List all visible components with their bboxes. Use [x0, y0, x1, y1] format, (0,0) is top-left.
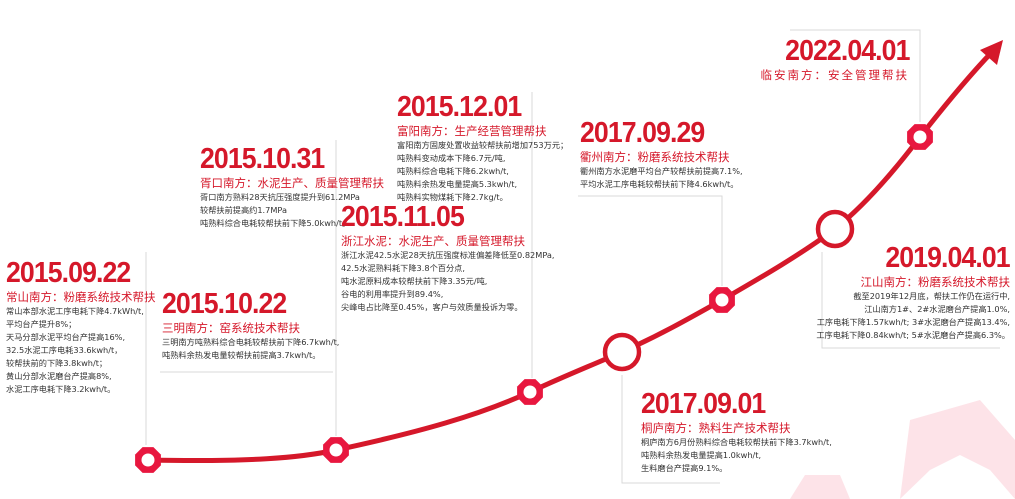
event-detail-line: 水泥工序电耗下降3.2kwh/t。 — [6, 384, 116, 394]
event-title: 富阳南方：生产经营管理帮扶 — [397, 124, 547, 138]
gear-hole — [913, 130, 927, 144]
circle-node-icon — [815, 209, 855, 249]
event-detail-line: 平均台产提升8%； — [6, 319, 77, 329]
event-detail-line: 吨熟料余热发电量提高1.0kwh/t, — [641, 450, 762, 460]
event-detail-line: 衢州南方水泥磨平均台产较帮扶前提高7.1%, — [580, 166, 743, 176]
event-details: 衢州南方水泥磨平均台产较帮扶前提高7.1%, 平均水泥工序电耗较帮扶前下降4.6k… — [580, 165, 743, 191]
event-detail-line: 截至2019年12月底，帮扶工作仍在运行中, — [853, 291, 1010, 301]
event-card: 2017.09.01 桐庐南方：熟料生产技术帮扶 桐庐南方6月份熟料综合电耗较帮… — [641, 389, 832, 475]
event-date: 2017.09.29 — [580, 117, 705, 149]
event-title: 胥口南方：水泥生产、质量管理帮扶 — [200, 176, 384, 190]
event-details: 桐庐南方6月份熟料综合电耗较帮扶前下降3.7kwh/t, 吨熟料余热发电量提高1.… — [641, 436, 832, 475]
event-date: 2015.12.01 — [397, 91, 522, 123]
event-detail-line: 吨熟料余热发电量较帮扶前提高3.7kwh/t。 — [162, 350, 321, 360]
event-date: 2015.11.05 — [341, 201, 465, 233]
event-detail-line: 吨熟料变动成本下降6.7元/吨, — [397, 153, 506, 163]
event-detail-line: 谷电的利用率提升到89.4%, — [341, 289, 444, 299]
event-title: 衢州南方：粉磨系统技术帮扶 — [580, 150, 730, 164]
timeline-nodes — [135, 124, 933, 473]
event-detail-line: 桐庐南方6月份熟料综合电耗较帮扶前下降3.7kwh/t, — [641, 437, 832, 447]
gear-hole — [523, 385, 537, 399]
event-detail-line: 平均水泥工序电耗较帮扶前下降4.6kwh/t。 — [580, 179, 739, 189]
event-detail-line: 吨熟料余热发电量提高5.3kwh/t, — [397, 179, 518, 189]
event-card: 2019.04.01 江山南方：粉磨系统技术帮扶 截至2019年12月底，帮扶工… — [816, 242, 1011, 342]
gear-hole — [715, 293, 729, 307]
event-detail-line: 富阳南方固废处置收益较帮扶前增加753万元； — [397, 140, 569, 150]
event-detail-line: 工序电耗下降0.84kwh/t; 5#水泥磨台产提高6.3%。 — [816, 330, 1010, 340]
arrow-head-icon — [980, 40, 1003, 65]
event-date: 2019.04.01 — [885, 242, 1011, 274]
event-card: 2015.09.22 常山南方：粉磨系统技术帮扶 常山本部水泥工序电耗下降4.7… — [6, 258, 156, 396]
connector-lines — [145, 29, 1000, 484]
event-detail-line: 胥口南方熟料28天抗压强度提升到61.2MPa — [200, 192, 360, 202]
event-detail-line: 吨熟料实物煤耗下降2.7kg/t。 — [397, 192, 508, 202]
event-date: 2015.09.22 — [6, 257, 131, 289]
event-details: 三明南方吨熟料综合电耗较帮扶前下降6.7kwh/t, 吨熟料余热发电量较帮扶前提高… — [162, 336, 339, 362]
event-title: 三明南方：窑系统技术帮扶 — [162, 321, 300, 335]
event-detail-line: 吨熟料综合电耗下降6.2kwh/t, — [397, 166, 509, 176]
event-detail-line: 天马分部水泥平均台产提高16%, — [6, 332, 126, 342]
event-card: 2015.12.01 富阳南方：生产经营管理帮扶 富阳南方固废处置收益较帮扶前增… — [397, 92, 568, 204]
event-detail-line: 生料磨台产提高9.1%。 — [641, 463, 728, 473]
event-details: 富阳南方固废处置收益较帮扶前增加753万元； 吨熟料变动成本下降6.7元/吨, 吨熟… — [397, 139, 568, 204]
event-details: 常山本部水泥工序电耗下降4.7kWh/t, 平均台产提升8%； 天马分部水泥平均台产… — [6, 305, 156, 396]
event-title: 桐庐南方：熟料生产技术帮扶 — [641, 421, 791, 435]
event-date: 2015.10.31 — [200, 143, 325, 175]
event-card: 2022.04.01 临安南方：安全管理帮扶 — [761, 36, 910, 83]
gear-hole — [329, 443, 343, 457]
event-detail-line: 浙江水泥42.5水泥28天抗压强度标准偏差降低至0.82MPa, — [341, 250, 555, 260]
event-detail-line: 黄山分部水泥磨台产提高8%, — [6, 371, 112, 381]
event-detail-line: 吨水泥原料成本较帮扶前下降3.35元/吨, — [341, 276, 488, 286]
event-detail-line: 42.5水泥熟料耗下降3.8个百分点, — [341, 263, 465, 273]
event-detail-line: 较帮扶前的下降3.8kwh/t； — [6, 358, 108, 368]
event-detail-line: 江山南方1#、2#水泥磨台产提高1.0%, — [864, 304, 1010, 314]
circle-node-icon — [602, 332, 642, 372]
event-title: 常山南方：粉磨系统技术帮扶 — [6, 290, 156, 304]
event-date: 2022.04.01 — [784, 35, 910, 67]
event-detail-line: 32.5水泥工序电耗33.6kwh/t， — [6, 345, 123, 355]
event-details: 截至2019年12月底，帮扶工作仍在运行中, 江山南方1#、2#水泥磨台产提高1.… — [816, 290, 1010, 342]
event-date: 2017.09.01 — [641, 388, 766, 420]
event-card: 2015.10.22 三明南方：窑系统技术帮扶 三明南方吨熟料综合电耗较帮扶前下… — [162, 289, 339, 362]
event-title: 浙江水泥：水泥生产、质量管理帮扶 — [341, 234, 525, 248]
event-card: 2017.09.29 衢州南方：粉磨系统技术帮扶 衢州南方水泥磨平均台产较帮扶前… — [580, 118, 743, 191]
event-date: 2015.10.22 — [162, 288, 287, 320]
event-detail-line: 较帮扶前提高约1.7MPa — [200, 205, 287, 215]
event-title: 江山南方：粉磨系统技术帮扶 — [860, 275, 1011, 289]
watermark-logo — [790, 475, 850, 499]
event-detail-line: 尖峰电占比降至0.45%，客户与效质量投诉为零。 — [341, 302, 523, 312]
watermark-logo — [900, 400, 1015, 499]
event-detail-line: 吨熟料综合电耗较帮扶前下降5.0kwh/t。 — [200, 218, 351, 228]
event-card: 2015.10.31 胥口南方：水泥生产、质量管理帮扶 胥口南方熟料28天抗压强… — [200, 144, 384, 230]
event-title: 临安南方：安全管理帮扶 — [760, 68, 909, 82]
event-details: 胥口南方熟料28天抗压强度提升到61.2MPa 较帮扶前提高约1.7MPa 吨熟料综… — [200, 191, 384, 230]
gear-hole — [141, 453, 155, 467]
event-card: 2015.11.05 浙江水泥：水泥生产、质量管理帮扶 浙江水泥42.5水泥28… — [341, 202, 555, 314]
event-detail-line: 常山本部水泥工序电耗下降4.7kWh/t, — [6, 306, 144, 316]
event-detail-line: 三明南方吨熟料综合电耗较帮扶前下降6.7kwh/t, — [162, 337, 340, 347]
event-detail-line: 工序电耗下降1.57kwh/t; 3#水泥磨台产提高13.4%, — [816, 317, 1010, 327]
event-details: 浙江水泥42.5水泥28天抗压强度标准偏差降低至0.82MPa, 42.5水泥熟料… — [341, 249, 555, 314]
